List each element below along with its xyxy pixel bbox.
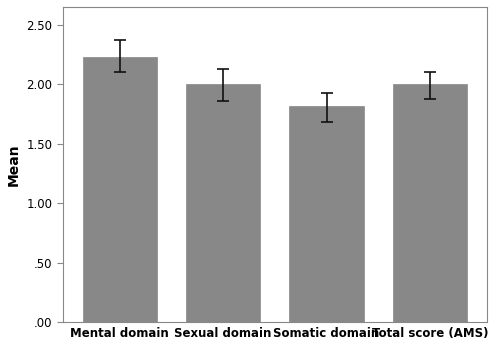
Bar bbox=[82, 57, 157, 322]
Y-axis label: Mean: Mean bbox=[7, 143, 21, 186]
Bar bbox=[392, 84, 467, 322]
Bar bbox=[186, 84, 260, 322]
Bar bbox=[290, 106, 364, 322]
